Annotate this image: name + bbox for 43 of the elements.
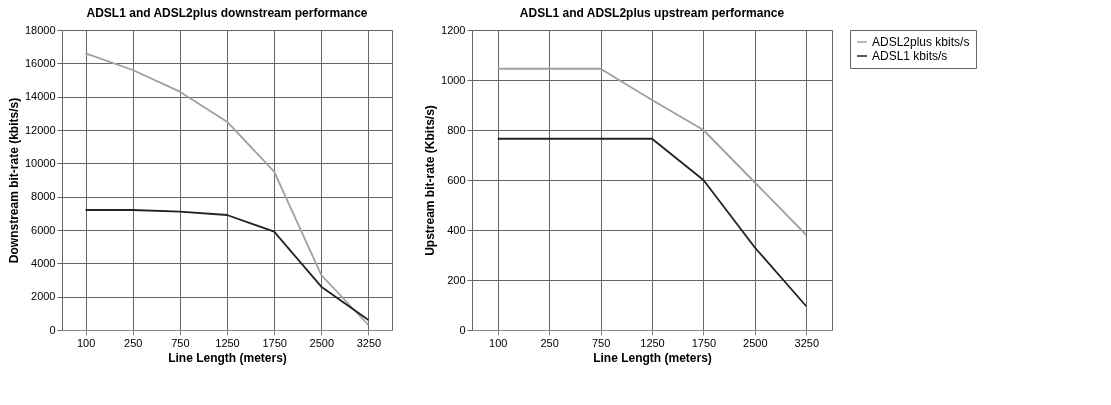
y-tick-label: 2000: [31, 290, 56, 303]
y-tick-label: 6000: [31, 223, 56, 236]
x-tick-label: 750: [591, 336, 611, 349]
y-tick-label: 1000: [441, 73, 466, 86]
y-tick-label: 16000: [24, 56, 56, 69]
y-tick-label: 18000: [24, 23, 56, 36]
x-tick-label: 250: [124, 336, 143, 349]
x-tick-label: 2500: [743, 336, 768, 349]
x-tick-label: 750: [171, 336, 190, 349]
x-tick-label: 1250: [215, 336, 240, 349]
y-axis-title: Downstream bit-rate (kbits/s): [6, 97, 21, 264]
line-series: [84, 52, 370, 326]
y-tick-label: 1200: [441, 23, 466, 36]
x-tick-label: 250: [540, 336, 559, 349]
y-tick-label: 14000: [24, 90, 56, 103]
legend-label: ADSL2plus kbits/s: [872, 35, 970, 49]
y-tick-label: 12000: [24, 123, 56, 136]
y-tick-label: 0: [49, 323, 56, 336]
y-tick-label: 400: [447, 223, 466, 236]
x-tick-label: 1750: [691, 336, 717, 349]
line-series: [496, 67, 808, 236]
y-tick-label: 4000: [31, 256, 56, 269]
legend-label: ADSL1 kbits/s: [872, 49, 948, 63]
y-tick-label: 0: [459, 323, 466, 336]
chart-title: ADSL1 and ADSL2plus downstream performance: [86, 6, 368, 20]
x-tick-label: 1250: [640, 336, 665, 349]
x-tick-label: 100: [76, 336, 96, 349]
x-tick-label: 100: [489, 336, 508, 349]
y-tick-label: 200: [447, 273, 466, 286]
x-tick-label: 3250: [356, 336, 382, 349]
y-tick-label: 8000: [31, 190, 56, 203]
x-tick-label: 3250: [794, 336, 820, 349]
x-axis-title: Line Length (meters): [593, 350, 712, 365]
x-axis-title: Line Length (meters): [168, 350, 287, 365]
line-series: [496, 137, 808, 308]
y-tick-label: 10000: [24, 156, 56, 169]
chart-title: ADSL1 and ADSL2plus upstream performance: [519, 6, 785, 20]
y-tick-label: 600: [447, 173, 466, 186]
line-series: [84, 209, 370, 321]
y-axis-title: Upstream bit-rate (Kbits/s): [423, 105, 438, 256]
x-tick-label: 2500: [309, 336, 335, 349]
y-tick-label: 800: [447, 123, 466, 136]
x-tick-label: 1750: [262, 336, 287, 349]
